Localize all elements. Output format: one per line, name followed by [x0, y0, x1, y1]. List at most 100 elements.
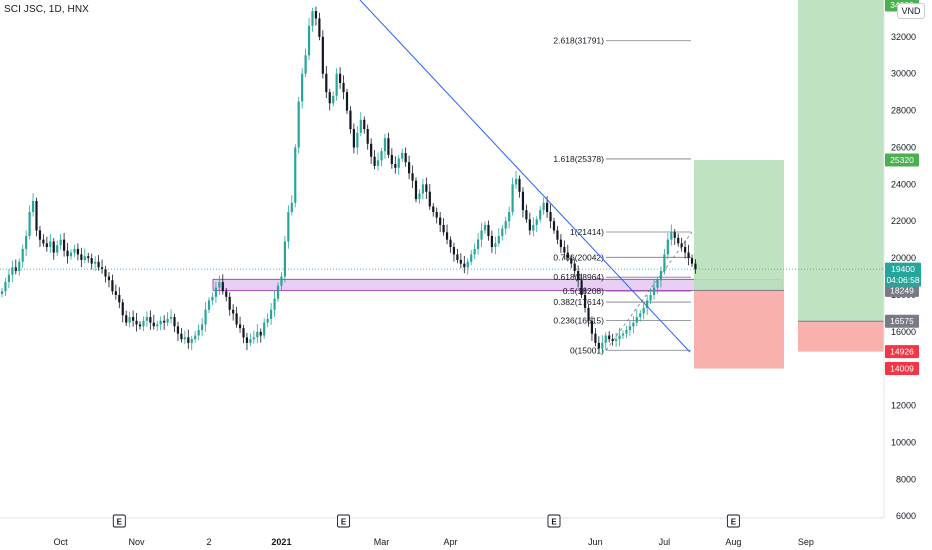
descending-trendline[interactable] [359, 0, 691, 353]
candle-body [663, 254, 666, 271]
candle [549, 204, 552, 229]
candle [287, 205, 290, 249]
price-tag[interactable]: 14926 [885, 345, 919, 359]
candle [635, 309, 638, 326]
candle-body [646, 300, 649, 308]
candle [31, 193, 35, 217]
long-position-target-zone[interactable] [694, 160, 784, 291]
candle [359, 112, 362, 137]
candle-body [173, 317, 176, 327]
candle-body [121, 302, 124, 316]
candle-body [428, 191, 431, 207]
candle [80, 247, 83, 268]
candle-body [87, 256, 90, 259]
candle [311, 7, 314, 32]
price-tick-label: 22000 [891, 216, 916, 226]
candle [521, 187, 525, 218]
candle [59, 234, 62, 250]
trendline-layer[interactable] [0, 0, 884, 353]
candle [142, 316, 145, 331]
candle [63, 233, 66, 257]
earnings-marker[interactable]: E [726, 514, 740, 528]
long-position-2-target-zone[interactable] [798, 0, 884, 322]
candle-body [690, 258, 694, 264]
candle-body [28, 212, 31, 236]
earnings-marker[interactable]: E [547, 514, 561, 528]
candle-body [418, 193, 421, 200]
candle-body [304, 55, 307, 74]
candle-body [180, 333, 183, 340]
position-tools[interactable] [694, 0, 884, 369]
earnings-marker[interactable]: E [337, 514, 350, 528]
candle [580, 273, 583, 299]
earnings-marker-box [112, 514, 126, 528]
candle [21, 244, 24, 268]
candle [656, 276, 659, 294]
candle-body [394, 164, 397, 168]
candle [525, 204, 528, 223]
candle-body [532, 224, 535, 231]
earnings-marker-label: E [341, 518, 347, 527]
candle [604, 332, 607, 351]
candle-body [628, 326, 631, 330]
candle [325, 65, 328, 99]
candle [376, 152, 380, 171]
candle-body [287, 212, 290, 242]
candle [100, 259, 104, 274]
candle-body [56, 245, 59, 253]
candle-body [535, 219, 538, 225]
price-tag-label: 16575 [890, 316, 914, 326]
candle [97, 255, 100, 271]
price-tag-bg [885, 362, 919, 376]
candle-body [301, 73, 304, 102]
price-tick-label: 30000 [891, 69, 916, 79]
candle-body [176, 326, 180, 334]
candle-body [152, 322, 155, 327]
candle-body [687, 252, 690, 259]
long-position-stop-zone[interactable] [694, 290, 784, 369]
candle [328, 88, 331, 111]
candle-body [211, 296, 214, 301]
price-tag[interactable]: 25320 [885, 153, 919, 167]
candle-body [656, 280, 659, 288]
candle [266, 313, 269, 328]
candle [518, 175, 521, 198]
currency-badge[interactable]: VND [897, 3, 925, 19]
candle-body [135, 320, 138, 325]
candle [107, 272, 111, 288]
price-tag-bg [885, 345, 919, 359]
candle-body [504, 221, 507, 229]
earnings-marker[interactable]: E [112, 514, 126, 528]
candle [138, 321, 142, 330]
fibonacci-extension[interactable]: 0(15001) 0.236(16615) 0.382(17614)0.5(1820… [553, 36, 693, 356]
candle [135, 313, 138, 332]
candle-body [549, 212, 552, 222]
price-tag[interactable]: 14009 [885, 362, 919, 376]
candle [197, 324, 200, 341]
candle-body [373, 156, 376, 166]
candle-body [311, 11, 314, 26]
candle [577, 265, 580, 288]
symbol-title[interactable]: SCI JSC, 1D, HNX [4, 4, 89, 15]
candle-body [97, 261, 100, 268]
candle-body [325, 73, 328, 93]
price-tag[interactable]: 18249 [885, 283, 919, 297]
long-position-2-stop-zone[interactable] [798, 321, 884, 352]
fib-level-label: 0(15001) [570, 345, 604, 355]
price-axis[interactable]: 6000800010000120001400016000180002000022… [883, 0, 921, 521]
price-tag[interactable]: 16575 [885, 314, 919, 328]
time-axis[interactable]: OctNov22021MarAprJunJulAugSepNovDecEEEE [0, 514, 932, 547]
current-price-tag-bg [885, 262, 921, 287]
candle [535, 216, 538, 233]
candle-body [190, 339, 193, 343]
fib-level-label: 2.618(31791) [553, 36, 604, 46]
candle-body [225, 291, 228, 297]
candle-body [218, 282, 221, 288]
candle-body [114, 291, 117, 295]
candle-body [35, 200, 38, 231]
candle [276, 282, 280, 302]
candle-body [425, 184, 428, 192]
candle-body [21, 248, 24, 262]
